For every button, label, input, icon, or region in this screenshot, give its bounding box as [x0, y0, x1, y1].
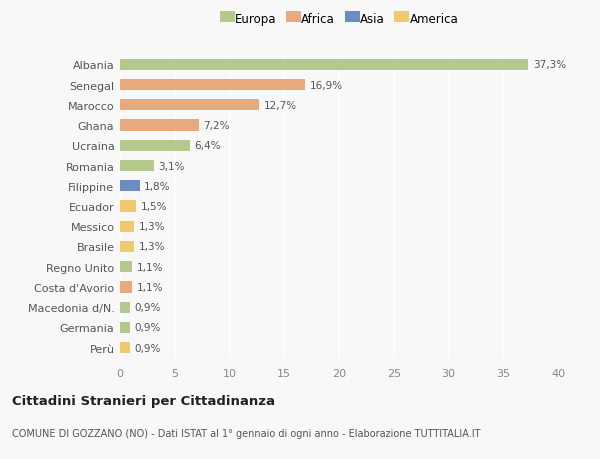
- Bar: [120, 140, 190, 151]
- Text: 0,9%: 0,9%: [134, 302, 161, 313]
- Bar: [120, 221, 134, 232]
- Bar: [120, 262, 132, 273]
- Text: 16,9%: 16,9%: [310, 80, 343, 90]
- Bar: [120, 241, 134, 252]
- Bar: [120, 342, 130, 353]
- Text: 3,1%: 3,1%: [158, 161, 185, 171]
- Text: 12,7%: 12,7%: [263, 101, 296, 111]
- Bar: [120, 181, 140, 192]
- Bar: [120, 282, 132, 293]
- Text: COMUNE DI GOZZANO (NO) - Dati ISTAT al 1° gennaio di ogni anno - Elaborazione TU: COMUNE DI GOZZANO (NO) - Dati ISTAT al 1…: [12, 428, 481, 438]
- Bar: [120, 201, 136, 212]
- Text: 0,9%: 0,9%: [134, 323, 161, 333]
- Text: 1,5%: 1,5%: [141, 202, 167, 212]
- Text: 0,9%: 0,9%: [134, 343, 161, 353]
- Bar: [120, 120, 199, 131]
- Text: 37,3%: 37,3%: [533, 60, 566, 70]
- Text: Cittadini Stranieri per Cittadinanza: Cittadini Stranieri per Cittadinanza: [12, 394, 275, 407]
- Text: 1,8%: 1,8%: [144, 181, 170, 191]
- Legend: Europa, Africa, Asia, America: Europa, Africa, Asia, America: [220, 12, 458, 25]
- Text: 1,1%: 1,1%: [136, 262, 163, 272]
- Bar: [120, 60, 529, 71]
- Text: 1,1%: 1,1%: [136, 282, 163, 292]
- Bar: [120, 302, 130, 313]
- Bar: [120, 322, 130, 333]
- Text: 7,2%: 7,2%: [203, 121, 230, 131]
- Bar: [120, 80, 305, 91]
- Text: 1,3%: 1,3%: [139, 242, 165, 252]
- Text: 6,4%: 6,4%: [194, 141, 221, 151]
- Bar: [120, 100, 259, 111]
- Text: 1,3%: 1,3%: [139, 222, 165, 232]
- Bar: [120, 161, 154, 172]
